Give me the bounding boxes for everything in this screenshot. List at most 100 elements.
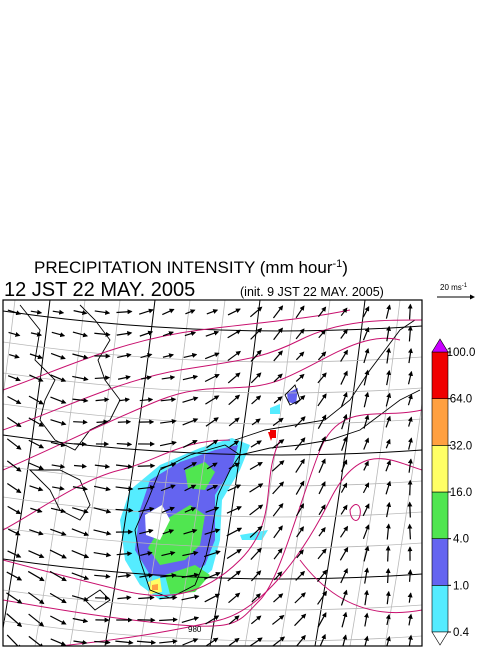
wind-arrow — [272, 616, 283, 625]
wind-arrow — [410, 305, 411, 320]
valid-time: 12 JST 22 MAY. 2005 — [4, 279, 195, 301]
wind-arrow — [50, 616, 65, 624]
wind-arrow — [51, 508, 65, 511]
wind-arrow — [52, 465, 65, 467]
wind-arrow — [274, 397, 282, 403]
wind-arrow — [228, 309, 240, 315]
wind-arrow — [410, 502, 411, 517]
wind-arrow — [137, 641, 155, 642]
wind-arrow — [387, 371, 390, 385]
wind-arrow — [319, 505, 325, 515]
coastline — [30, 470, 90, 520]
colorbar-segment — [432, 492, 448, 539]
wind-arrow — [29, 614, 44, 626]
wind-arrow — [29, 396, 43, 404]
wind-arrow — [115, 641, 132, 643]
wind-arrow — [229, 395, 240, 404]
colorbar-label: 64.0 — [450, 394, 472, 406]
grid-line — [3, 373, 422, 393]
title: PRECIPITATION INTENSITY (mm hour-1) — [34, 258, 348, 277]
wind-arrow — [296, 306, 304, 318]
colorbar-label: 32.0 — [450, 440, 472, 452]
wind-arrow — [273, 306, 282, 318]
grid-line — [315, 300, 365, 646]
precipitation — [120, 388, 298, 600]
wind-arrow — [7, 397, 20, 404]
wind-arrow — [410, 525, 411, 540]
wind-arrow — [229, 639, 239, 646]
wind-arrow — [94, 333, 109, 335]
wind-arrow — [182, 618, 198, 623]
wind-arrow — [159, 620, 177, 621]
wind-arrow — [296, 459, 305, 472]
wind-arrow — [409, 327, 410, 342]
wind-arrow — [296, 375, 304, 382]
wind-arrow — [295, 593, 305, 603]
wind-arrow — [159, 641, 177, 643]
wind-arrow — [342, 613, 346, 628]
wind-arrow — [28, 551, 43, 558]
wind-arrow — [387, 503, 390, 517]
colorbar-label: 4.0 — [453, 534, 469, 546]
wind-arrow — [364, 393, 367, 407]
wind-arrow — [340, 548, 347, 561]
wind-arrow — [409, 615, 411, 626]
wind-arrow — [7, 439, 20, 449]
wind-arrow — [387, 524, 388, 539]
wind-arrow — [206, 332, 218, 336]
wind-arrow — [163, 355, 173, 357]
wind-arrow — [183, 398, 198, 403]
wind-arrow — [341, 591, 346, 606]
wind-arrow — [319, 459, 325, 472]
wind-arrow — [318, 415, 325, 428]
wind-arrow — [273, 418, 283, 425]
wind-arrow — [229, 418, 239, 426]
wind-arrow — [119, 399, 129, 400]
wind-arrow — [250, 462, 262, 469]
wind-arrow — [52, 487, 64, 489]
wind-arrow — [94, 553, 111, 556]
wind-arrow — [227, 550, 241, 559]
wind-arrow — [117, 444, 131, 445]
wind-arrow — [386, 440, 390, 449]
colorbar-label: 0.4 — [453, 627, 470, 639]
wind-arrow — [296, 352, 303, 360]
grid-line — [105, 300, 155, 646]
wind-arrow — [364, 462, 368, 471]
grid-line — [350, 300, 400, 646]
wind-arrow — [138, 597, 153, 598]
wind-arrow — [409, 372, 412, 384]
wind-arrow — [160, 421, 176, 423]
wind-arrow — [97, 422, 108, 423]
wind-arrow — [116, 465, 132, 467]
wind-arrow — [365, 568, 368, 583]
wind-arrow — [72, 529, 88, 535]
contour-label: 980 — [188, 625, 202, 634]
wind-arrow — [364, 438, 368, 449]
wind-arrow — [72, 508, 88, 513]
wind-arrow — [386, 305, 389, 318]
wind-arrow — [341, 330, 347, 339]
wind-arrow — [274, 351, 283, 361]
precip-patch — [270, 404, 280, 414]
wind-arrow — [139, 310, 153, 314]
wind-arrow — [318, 373, 326, 383]
wind-arrow — [408, 395, 411, 405]
wind-arrow — [319, 482, 325, 494]
wind-arrow — [228, 571, 240, 581]
wind-arrow — [388, 546, 389, 561]
wind-arrow — [273, 504, 283, 516]
wind-arrow — [409, 417, 412, 426]
wind-arrow — [50, 397, 65, 403]
wind-arrow — [117, 333, 132, 335]
wind-arrow — [94, 486, 110, 489]
wind-arrow — [365, 614, 367, 627]
wind-arrow — [318, 549, 326, 559]
wind-arrow — [274, 328, 283, 339]
wind-arrow — [118, 575, 131, 577]
wind-arrow — [228, 351, 240, 360]
colorbar-label: 16.0 — [450, 487, 472, 499]
wind-arrow — [297, 527, 304, 537]
wind-arrow — [273, 482, 284, 494]
